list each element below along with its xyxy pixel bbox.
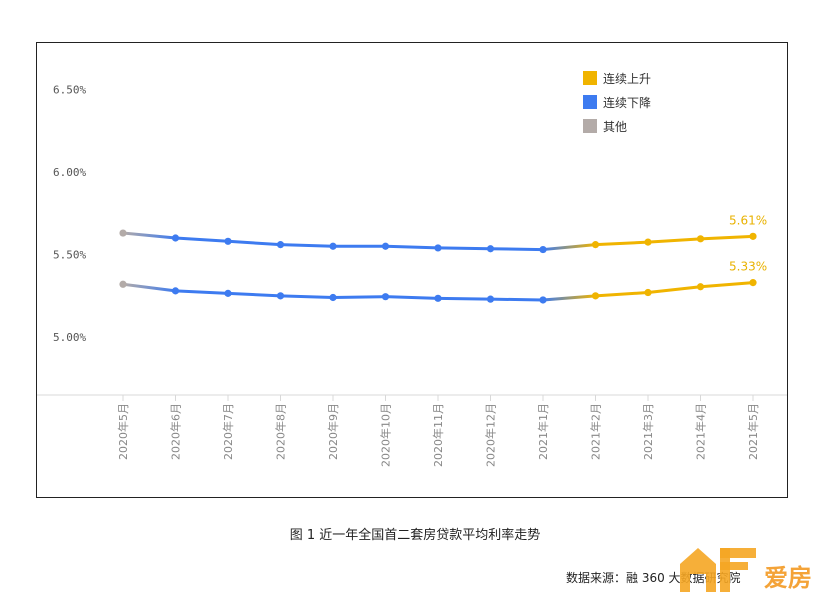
series-line-segment [174,289,230,295]
data-point [644,288,652,297]
data-point [696,283,705,291]
line-chart: 6.50% 6.00% 5.50% 5.00% 2020年5月 2020年6月 2020年7… [37,71,787,467]
data-point [381,242,390,250]
data-point [644,238,652,246]
data-point [224,289,232,297]
data-point [119,229,127,237]
x-tick-label: 2021年2月 [589,403,603,460]
data-point [381,293,390,301]
x-tick-label: 2021年3月 [641,403,655,460]
y-tick-label: 5.50% [53,249,86,262]
chart-frame: 6.50% 6.00% 5.50% 5.00% 2020年5月 2020年6月 2020年7… [36,42,788,498]
x-tick-label: 2020年6月 [169,403,183,460]
series-line-segment [279,294,335,299]
end-value-label: 5.33% [729,260,767,274]
series-line-segment [331,295,387,299]
x-tick-label: 2020年5月 [116,403,130,460]
series-line-segment [699,281,755,289]
y-tick-label: 6.00% [53,166,86,179]
x-tick-label: 2020年7月 [221,403,235,460]
y-tick-label: 5.00% [53,331,86,344]
series-line-segment [699,234,755,241]
data-point [434,294,442,302]
data-point [539,245,547,254]
x-tick-label: 2020年8月 [274,403,288,460]
x-tick-label: 2021年5月 [746,403,760,460]
data-point [119,280,127,288]
series-line-segment [646,285,702,295]
data-point [591,292,600,300]
legend-label: 连续上升 [603,71,651,86]
series-line-segment [226,291,282,298]
legend-label: 连续下降 [603,95,651,110]
legend-swatch [583,71,597,85]
series-line-segment [489,247,545,252]
watermark-logo: 爱房 [676,534,826,594]
legend-swatch [583,95,597,109]
end-value-label: 5.61% [729,213,767,227]
data-point [696,235,705,243]
data-point [749,279,757,287]
watermark-text: 爱房 [764,564,812,592]
series-line-segment [121,282,177,293]
data-point [171,287,180,295]
data-point [329,293,337,302]
series-line-segment [594,291,650,298]
data-source: 数据来源：融 360 大数据研究院 [566,571,741,585]
series-line-segment [384,295,440,300]
series-line-segment [541,294,597,302]
data-point [486,295,495,303]
data-point [591,241,600,249]
series-line-segment [436,246,492,251]
series-line-segment [384,244,440,250]
data-point [749,232,757,240]
x-tick-label: 2020年12月 [484,403,498,467]
data-point [171,234,180,242]
x-tick-label: 2020年9月 [326,403,340,460]
series-line-segment [541,243,597,252]
series-line-segment [174,236,230,243]
data-point [329,242,337,250]
x-tick-label: 2020年10月 [379,403,393,467]
x-tick-label: 2021年1月 [536,403,550,460]
legend-label: 其他 [603,120,627,134]
series-line-segment [646,237,702,244]
series-line-segment [594,240,650,247]
house-logo-icon [680,548,756,592]
data-point [276,241,285,249]
series-line-segment [489,297,545,302]
x-tick-label: 2021年4月 [694,403,708,460]
series-line-segment [226,239,282,247]
data-point [224,237,232,245]
data-point [276,292,285,300]
figure-caption: 图 1 近一年全国首二套房贷款平均利率走势 [289,528,541,543]
data-point [486,245,495,253]
data-point [539,296,547,304]
series-line-segment [121,231,177,240]
legend-swatch [583,119,597,133]
series-line-segment [279,243,335,248]
data-point [434,244,442,252]
series-line-segment [436,296,492,301]
y-tick-label: 6.50% [53,83,86,96]
x-tick-label: 2020年11月 [431,403,445,467]
